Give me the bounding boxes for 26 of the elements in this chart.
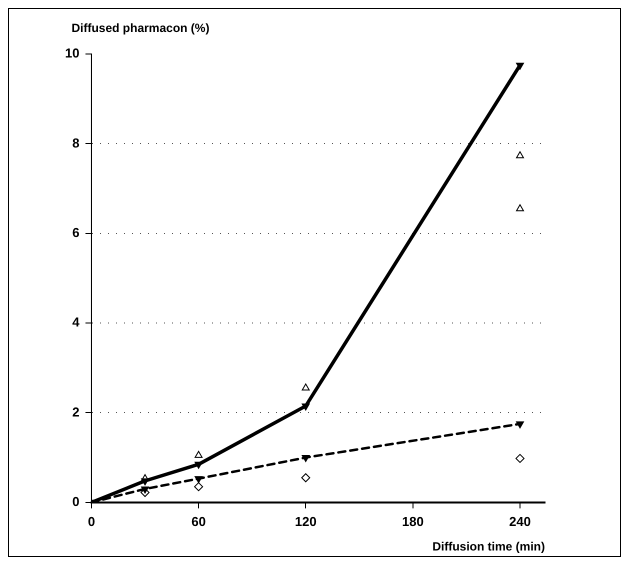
y-tick-label: 2 bbox=[72, 404, 80, 420]
y-tick-label: 4 bbox=[72, 314, 80, 330]
point bbox=[194, 482, 204, 492]
x-tick-label: 0 bbox=[88, 514, 96, 529]
point bbox=[141, 478, 149, 486]
point bbox=[194, 476, 203, 484]
y-tick-label: 8 bbox=[72, 135, 80, 150]
point bbox=[302, 384, 310, 391]
x-tick-label: 60 bbox=[191, 514, 206, 529]
y-tick-label: 10 bbox=[64, 46, 80, 61]
point bbox=[516, 204, 524, 212]
y-axis-title: Diffused pharmacon (%) bbox=[71, 21, 210, 35]
point bbox=[194, 450, 203, 458]
y-tick-label: 6 bbox=[72, 224, 80, 240]
point bbox=[516, 151, 524, 158]
point bbox=[516, 454, 524, 463]
point bbox=[516, 421, 524, 428]
point bbox=[302, 403, 310, 410]
x-tick-label: 120 bbox=[294, 514, 317, 529]
point bbox=[302, 455, 310, 462]
x-axis-title: Diffusion time (min) bbox=[432, 539, 545, 554]
x-tick-label: 180 bbox=[402, 514, 424, 529]
x-tick-label: 240 bbox=[509, 514, 531, 529]
point bbox=[141, 486, 149, 494]
y-tick-label: 0 bbox=[72, 494, 80, 509]
point bbox=[301, 473, 310, 482]
